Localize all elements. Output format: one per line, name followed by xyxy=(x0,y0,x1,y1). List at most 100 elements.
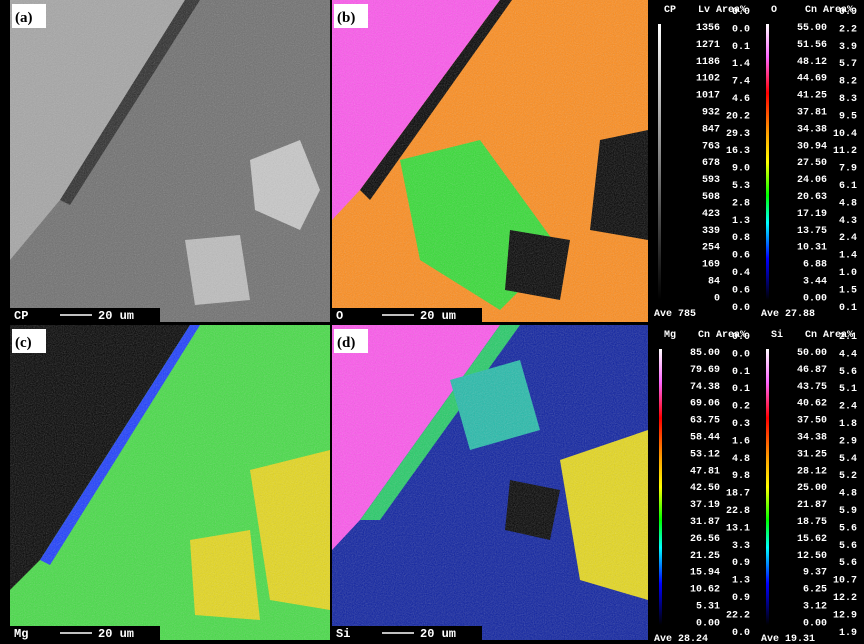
level-value: 508 xyxy=(702,192,720,203)
area-value: 20.2 xyxy=(726,111,750,122)
area-value: 5.6 xyxy=(839,523,857,534)
level-value: 27.50 xyxy=(797,158,827,169)
area-value: 5.7 xyxy=(839,59,857,70)
area-value: 4.8 xyxy=(839,489,857,500)
level-value: 63.75 xyxy=(690,416,720,427)
average: Ave 28.24 xyxy=(654,634,708,644)
area-value: 5.3 xyxy=(732,181,750,192)
scale-element: CP xyxy=(664,5,676,16)
panel-label: (c) xyxy=(15,335,32,351)
area-value: 18.7 xyxy=(726,489,750,500)
level-value: 43.75 xyxy=(797,382,827,393)
level-value: 21.25 xyxy=(690,551,720,562)
color-bar xyxy=(658,24,661,300)
area-value: 4.8 xyxy=(839,198,857,209)
area-value: 4.8 xyxy=(732,454,750,465)
level-value: 69.06 xyxy=(690,399,720,410)
area-value: 2.4 xyxy=(839,233,857,244)
level-value: 37.81 xyxy=(797,108,827,119)
area-value: 5.6 xyxy=(839,541,857,552)
area-value: 5.1 xyxy=(839,384,857,395)
level-value: 678 xyxy=(702,158,720,169)
area-value: 0.9 xyxy=(839,7,857,18)
level-value: 18.75 xyxy=(797,517,827,528)
level-value: 1356 xyxy=(696,23,720,34)
area-value: 2.1 xyxy=(839,332,857,343)
area-value: 0.0 xyxy=(732,628,750,639)
level-value: 3.12 xyxy=(803,602,827,613)
level-value: 0 xyxy=(714,293,720,304)
scale-bar-label: 20 um xyxy=(98,627,134,641)
level-value: 44.69 xyxy=(797,74,827,85)
color-bar xyxy=(766,24,769,300)
area-value: 0.6 xyxy=(732,285,750,296)
area-value: 6.1 xyxy=(839,181,857,192)
scale-bar-label: 20 um xyxy=(98,309,134,323)
element-caption: Si xyxy=(336,627,350,641)
area-value: 2.2 xyxy=(839,24,857,35)
level-value: 1102 xyxy=(696,74,720,85)
area-value: 8.2 xyxy=(839,77,857,88)
level-value: 34.38 xyxy=(797,124,827,135)
scale-bar-label: 20 um xyxy=(420,627,456,641)
area-value: 2.9 xyxy=(839,436,857,447)
area-value: 0.9 xyxy=(732,558,750,569)
level-value: 423 xyxy=(702,209,720,220)
color-bar xyxy=(766,349,769,625)
level-value: 31.87 xyxy=(690,517,720,528)
level-value: 25.00 xyxy=(797,483,827,494)
scale-level-heading: Cn xyxy=(805,330,817,341)
area-value: 11.2 xyxy=(833,146,857,157)
area-value: 0.3 xyxy=(732,419,750,430)
area-value: 9.5 xyxy=(839,111,857,122)
level-value: 30.94 xyxy=(797,141,827,152)
scale-level-heading: Cn xyxy=(698,330,710,341)
area-value: 5.9 xyxy=(839,506,857,517)
area-value: 3.3 xyxy=(732,541,750,552)
level-value: 26.56 xyxy=(690,534,720,545)
element-caption: CP xyxy=(14,309,28,323)
scale-element: O xyxy=(771,5,777,16)
level-value: 50.00 xyxy=(797,348,827,359)
level-value: 40.62 xyxy=(797,399,827,410)
level-value: 15.62 xyxy=(797,534,827,545)
area-value: 8.3 xyxy=(839,94,857,105)
area-value: 1.9 xyxy=(839,628,857,639)
area-value: 1.4 xyxy=(732,59,750,70)
level-value: 1186 xyxy=(696,57,720,68)
level-value: 28.12 xyxy=(797,466,827,477)
area-value: 0.0 xyxy=(732,24,750,35)
area-value: 5.4 xyxy=(839,454,857,465)
level-value: 6.25 xyxy=(803,585,827,596)
element-caption: Mg xyxy=(14,627,28,641)
level-value: 20.63 xyxy=(797,192,827,203)
area-value: 10.4 xyxy=(833,129,857,140)
level-value: 0.00 xyxy=(803,293,827,304)
level-value: 593 xyxy=(702,175,720,186)
level-value: 169 xyxy=(702,260,720,271)
area-value: 10.7 xyxy=(833,576,857,587)
scale-element: Si xyxy=(771,329,783,341)
panel-a-image xyxy=(10,0,330,322)
level-value: 55.00 xyxy=(797,23,827,34)
level-value: 37.19 xyxy=(690,500,720,511)
area-value: 0.6 xyxy=(732,251,750,262)
level-value: 41.25 xyxy=(797,91,827,102)
area-value: 12.9 xyxy=(833,610,857,621)
area-value: 5.6 xyxy=(839,558,857,569)
area-value: 16.3 xyxy=(726,146,750,157)
level-value: 24.06 xyxy=(797,175,827,186)
area-value: 0.4 xyxy=(732,268,750,279)
area-value: 1.3 xyxy=(732,216,750,227)
area-value: 9.0 xyxy=(732,164,750,175)
area-value: 0.1 xyxy=(732,42,750,53)
scale-bar-label: 20 um xyxy=(420,309,456,323)
area-value: 0.0 xyxy=(732,332,750,343)
level-value: 15.94 xyxy=(690,568,720,579)
area-value: 3.9 xyxy=(839,42,857,53)
level-value: 42.50 xyxy=(690,483,720,494)
scale-element: Mg xyxy=(664,330,676,341)
area-value: 1.3 xyxy=(732,576,750,587)
scale-level-heading: Lv xyxy=(698,5,710,16)
panel-label: (b) xyxy=(337,10,355,26)
